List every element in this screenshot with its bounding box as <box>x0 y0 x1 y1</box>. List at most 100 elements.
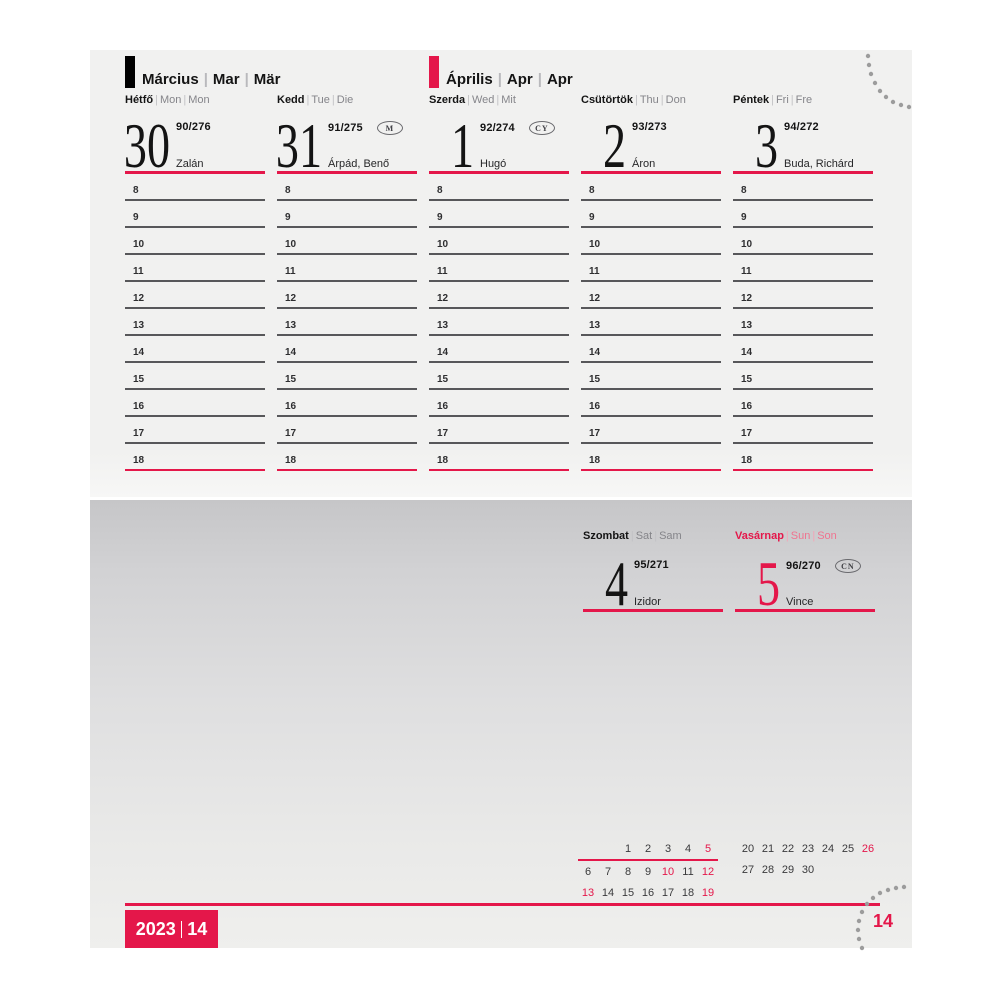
hour-slot: 12 <box>733 282 873 310</box>
mini-calendar-day: 11 <box>682 865 694 878</box>
month-name-hu: Március <box>142 71 199 88</box>
day-info: 90/276 Zalán <box>176 121 265 171</box>
hour-slot: 17 <box>125 417 265 445</box>
mini-calendar-day: 7 <box>604 865 612 878</box>
day-of-year: 94/272 <box>784 121 819 134</box>
hour-label: 9 <box>133 212 139 224</box>
hour-grid: 8 9 10 11 12 13 14 15 16 17 18 <box>277 174 417 472</box>
day-header: Péntek | Fri | Fre <box>733 94 873 107</box>
day-column-tuesday: Kedd | Tue | Die 31 91/275 M Árpád, Benő 8 9 10… <box>275 94 417 472</box>
hour-label: 11 <box>133 266 144 278</box>
day-name-hu: Szerda <box>429 94 466 106</box>
separator: | <box>660 94 664 106</box>
day-name-hu: Péntek <box>733 94 770 106</box>
day-info: 93/273 Áron <box>632 121 721 171</box>
hour-slot: 11 <box>277 255 417 283</box>
mini-calendar-day: 28 <box>761 863 775 876</box>
hour-label: 15 <box>741 374 753 386</box>
hour-slot: 9 <box>581 201 721 229</box>
hour-slot: 16 <box>733 390 873 418</box>
day-name-en: Sun <box>790 530 811 542</box>
hour-label: 8 <box>589 185 595 197</box>
hour-slot: 8 <box>429 174 569 202</box>
mini-calendar-row: 27 28 29 30 <box>738 859 878 880</box>
hour-label: 9 <box>285 212 291 224</box>
separator: | <box>771 94 774 106</box>
month-title: Április | Apr | Apr <box>446 72 573 88</box>
moon-code-badge: M <box>376 121 403 136</box>
date-number: 31 <box>275 110 322 182</box>
date-number-box: 5 <box>735 552 780 616</box>
day-name-de: Son <box>817 530 837 542</box>
hour-label: 10 <box>437 239 449 251</box>
day-underline <box>125 171 265 175</box>
nameday: Buda, Richárd <box>784 158 854 171</box>
footer-rule <box>125 903 880 906</box>
day-header: Szerda | Wed | Mit <box>429 94 569 107</box>
mini-calendar-day: 25 <box>841 842 855 855</box>
separator: | <box>244 71 249 88</box>
hour-label: 14 <box>741 347 753 359</box>
day-of-year: 93/273 <box>632 121 667 134</box>
day-cell: 30 90/276 Zalán <box>124 109 265 178</box>
day-name-hu: Csütörtök <box>581 94 633 106</box>
mini-calendar-right-block: 20 21 22 23 24 25 26 27 28 29 30 <box>738 838 878 880</box>
hour-label: 18 <box>437 455 449 467</box>
hour-label: 9 <box>741 212 747 224</box>
hour-label: 14 <box>285 347 297 359</box>
hour-slot: 18 <box>125 444 265 472</box>
separator: | <box>183 94 187 106</box>
mini-calendar-day: 27 <box>741 863 755 876</box>
hour-label: 13 <box>437 320 449 332</box>
hour-label: 16 <box>437 401 449 413</box>
day-underline <box>581 171 721 175</box>
separator: | <box>785 530 789 542</box>
hour-label: 11 <box>741 266 752 278</box>
nameday: Vince <box>786 596 814 609</box>
hour-slot: 8 <box>277 174 417 202</box>
day-info: 95/271 Izidor <box>634 559 723 609</box>
hour-slot: 11 <box>125 255 265 283</box>
day-column-saturday: Szombat | Sat | Sam 4 95/271 Izidor <box>583 530 723 616</box>
separator: | <box>496 94 500 106</box>
day-cell: 5 96/270 CN Vince <box>735 545 875 616</box>
day-header: Hétfő | Mon | Mon <box>125 94 265 107</box>
moon-code-badge: CN <box>834 559 861 574</box>
day-info: 94/272 Buda, Richárd <box>784 121 873 171</box>
day-info: 92/274 CY Hugó <box>480 121 569 171</box>
month-name-hu: Április <box>446 71 493 88</box>
day-name-en: Mon <box>159 94 182 106</box>
day-name-de: Don <box>665 94 686 106</box>
mini-calendar-row: 13 14 15 16 17 18 19 <box>578 882 718 903</box>
hour-slot: 16 <box>429 390 569 418</box>
mini-calendar-day: 22 <box>781 842 795 855</box>
year-week-badge: 2023 14 <box>125 910 218 948</box>
day-of-year: 92/274 <box>480 122 515 135</box>
hour-slot: 13 <box>733 309 873 337</box>
date-number: 3 <box>754 110 778 182</box>
day-info: 96/270 CN Vince <box>786 559 875 609</box>
mini-calendar-day: 18 <box>681 886 695 899</box>
hour-slot: 11 <box>733 255 873 283</box>
hour-grid: 8 9 10 11 12 13 14 15 16 17 18 <box>581 174 721 472</box>
hour-slot: 15 <box>277 363 417 391</box>
nameday: Zalán <box>176 158 204 171</box>
month-name-de: Apr <box>546 71 573 88</box>
hour-label: 12 <box>285 293 297 305</box>
badge-divider <box>180 920 183 938</box>
hour-label: 14 <box>133 347 145 359</box>
separator: | <box>630 530 634 542</box>
hour-slot: 10 <box>277 228 417 256</box>
day-column-monday: Hétfő | Mon | Mon 30 90/276 Zalán 8 9 10 11 12 13… <box>124 94 265 472</box>
mini-calendar-left-block: 1 2 3 4 5 6 7 8 9 10 11 12 13 14 15 16 17 18 19 <box>578 838 718 903</box>
week-number-label: 14 <box>187 918 208 939</box>
mini-calendar-day: 29 <box>781 863 795 876</box>
corner-dots-decoration <box>855 884 907 951</box>
day-cell: 3 94/272 Buda, Richárd <box>733 109 873 182</box>
day-header: Vasárnap | Sun | Son <box>735 530 875 543</box>
mini-calendar-day: 16 <box>641 886 655 899</box>
corner-dots-decoration <box>865 53 912 110</box>
hour-slot: 12 <box>125 282 265 310</box>
hour-label: 11 <box>589 266 600 278</box>
hour-label: 8 <box>285 185 291 197</box>
